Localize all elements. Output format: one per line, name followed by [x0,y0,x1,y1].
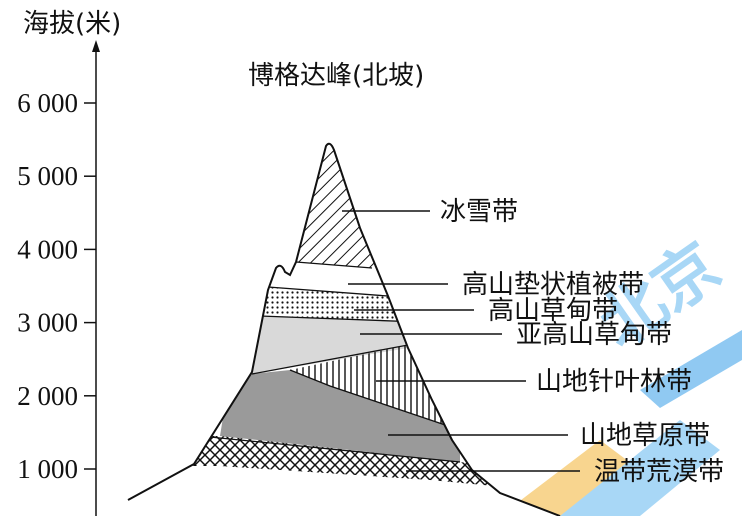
zone-mountain-steppe [220,370,460,462]
zone-label-cushion: 高山垫状植被带 [462,270,644,300]
zone-subalpine-meadow [240,316,420,374]
zone-label-snow: 冰雪带 [440,197,518,227]
zone-label-alpine-meadow: 高山草甸带 [488,296,618,326]
y-tick-label: 2 000 [17,381,78,411]
zone-base [128,466,560,516]
zone-boundaries [199,261,461,463]
figure-title: 博格达峰(北坡) [248,61,424,91]
y-axis-label: 海拔(米) [23,9,121,39]
zone-snow [260,143,420,268]
y-tick-label: 5 000 [17,161,78,191]
zone-label-conifer: 山地针叶林带 [536,367,692,397]
y-tick-label: 6 000 [17,88,78,118]
zone-label-desert: 温带荒漠带 [594,457,724,487]
zone-label-mountain-steppe: 山地草原带 [580,421,710,451]
mountain-outline [127,142,561,516]
zone-label-subalpine-meadow: 亚高山草甸带 [516,320,672,350]
y-axis: 1 000 2 000 3 000 4 000 5 000 6 000 [17,40,100,516]
y-tick-label: 4 000 [17,234,78,264]
y-tick-label: 1 000 [17,454,78,484]
y-tick-label: 3 000 [17,308,78,338]
